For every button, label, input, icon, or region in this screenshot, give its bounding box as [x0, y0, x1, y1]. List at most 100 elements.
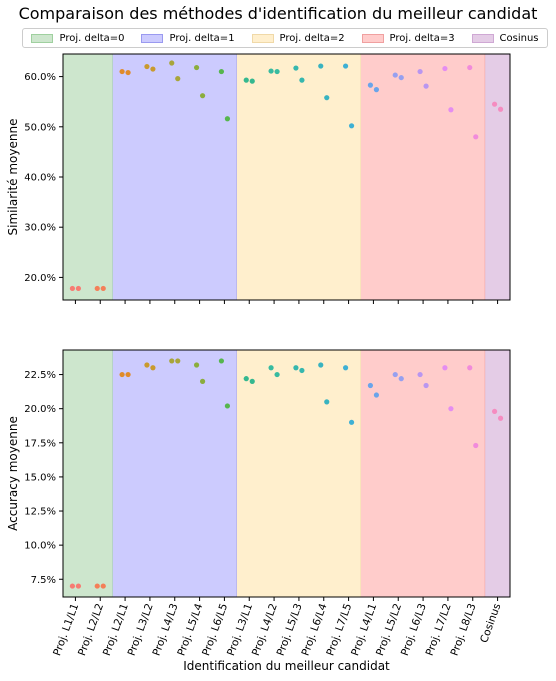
y-axis-label: Accuracy moyenne	[6, 416, 20, 531]
data-point	[193, 64, 200, 71]
group-band	[236, 54, 361, 300]
data-point	[75, 583, 82, 589]
x-axis-label: Identification du meilleur candidat	[183, 659, 390, 673]
x-tick-label: Proj. L8/L3	[449, 602, 479, 658]
data-point	[348, 419, 355, 425]
group-band	[112, 54, 237, 300]
data-point	[348, 123, 355, 129]
data-point	[169, 60, 175, 66]
y-tick-label: 15.0%	[24, 472, 56, 483]
data-point	[199, 378, 206, 384]
data-point	[491, 101, 498, 107]
data-point	[144, 63, 150, 70]
group-band	[361, 350, 486, 597]
data-point	[318, 63, 324, 69]
data-point	[293, 65, 299, 71]
data-point	[224, 403, 231, 409]
legend-item: Cosinus	[471, 32, 539, 44]
data-point	[69, 285, 76, 292]
data-point	[94, 285, 100, 292]
y-tick-label: 60.0%	[24, 72, 56, 83]
data-point	[367, 82, 374, 88]
data-point	[417, 68, 423, 75]
data-point	[175, 358, 181, 364]
y-tick-label: 20.0%	[24, 273, 56, 284]
data-point	[119, 68, 125, 75]
legend-label: Proj. delta=2	[279, 32, 345, 44]
data-point	[367, 382, 374, 389]
data-point	[175, 76, 181, 82]
data-point	[75, 285, 82, 292]
data-point	[218, 68, 225, 75]
group-band	[485, 350, 510, 597]
chart-title: Comparaison des méthodes d'identificatio…	[18, 4, 538, 23]
data-point	[491, 408, 498, 415]
data-point	[324, 95, 330, 101]
data-point	[392, 371, 398, 378]
data-point	[243, 376, 249, 382]
data-point	[268, 365, 274, 371]
data-point	[398, 376, 404, 382]
y-tick-label: 22.5%	[24, 370, 56, 381]
group-band	[63, 350, 113, 597]
data-point	[448, 107, 454, 113]
data-point	[318, 362, 324, 368]
data-point	[442, 65, 448, 72]
legend-swatch	[31, 33, 54, 43]
data-point	[392, 72, 398, 78]
legend-item: Proj. delta=2	[251, 32, 345, 44]
data-point	[398, 74, 404, 81]
data-point	[100, 583, 106, 589]
y-axis-label: Similarité moyenne	[6, 119, 20, 236]
data-point	[144, 362, 150, 368]
data-point	[423, 83, 429, 89]
group-band	[485, 54, 510, 300]
group-band	[361, 54, 486, 300]
data-point	[268, 68, 274, 74]
legend-item: Proj. delta=1	[141, 32, 235, 44]
legend-label: Proj. delta=3	[389, 32, 455, 44]
y-tick-label: 20.0%	[24, 404, 56, 415]
data-point	[274, 371, 280, 378]
data-point	[448, 406, 454, 412]
data-point	[299, 367, 305, 374]
data-point	[467, 64, 473, 71]
data-point	[342, 365, 349, 371]
data-point	[125, 371, 131, 378]
legend-swatch	[251, 33, 274, 43]
data-point	[417, 371, 423, 378]
y-tick-label: 30.0%	[24, 223, 56, 234]
data-point	[249, 78, 255, 84]
data-point	[119, 371, 125, 378]
data-point	[125, 69, 131, 76]
data-point	[497, 106, 504, 112]
data-point	[218, 358, 225, 364]
group-band	[236, 350, 361, 597]
legend-label: Proj. delta=1	[169, 32, 235, 44]
data-point	[442, 365, 448, 371]
y-tick-label: 17.5%	[24, 438, 56, 449]
legend-label: Proj. delta=0	[59, 32, 125, 44]
group-band	[112, 350, 237, 597]
data-point	[274, 68, 280, 75]
data-point	[224, 116, 231, 122]
y-tick-label: 50.0%	[24, 122, 56, 133]
data-point	[150, 66, 156, 72]
y-tick-label: 7.5%	[31, 575, 56, 586]
data-point	[69, 583, 76, 589]
data-point	[473, 442, 479, 449]
data-point	[342, 63, 349, 69]
data-point	[150, 365, 156, 371]
data-point	[293, 365, 299, 371]
y-tick-label: 40.0%	[24, 173, 56, 184]
data-point	[243, 77, 249, 83]
legend-label: Cosinus	[499, 32, 539, 44]
data-point	[169, 358, 175, 364]
legend-swatch	[141, 33, 164, 43]
legend-swatch	[361, 33, 384, 43]
plot-frame	[62, 349, 511, 598]
group-band	[63, 54, 113, 300]
x-tick-label: Cosinus	[478, 602, 503, 645]
data-point	[324, 399, 330, 405]
